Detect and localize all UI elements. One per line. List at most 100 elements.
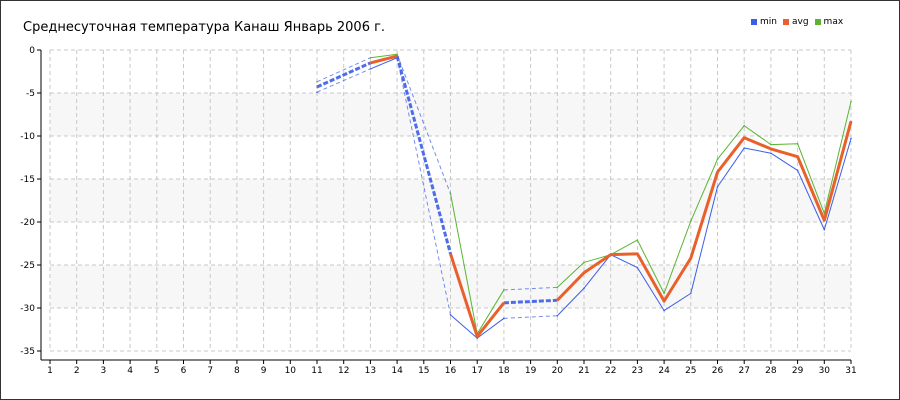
data-point-min [850,137,852,140]
gap-line-avg [503,298,558,305]
data-point-min [583,287,585,290]
x-tick-label: 3 [101,366,107,376]
x-tick-label: 18 [498,366,510,376]
x-tick-label: 21 [578,366,589,376]
data-point-min [663,309,665,312]
chart-title: Среднесуточная температура Канаш Январь … [23,20,386,35]
data-point-avg [796,155,799,158]
y-tick-label: -30 [20,304,35,314]
data-point-max [663,292,665,295]
x-tick-label: 11 [311,366,322,376]
data-point-avg [396,55,398,57]
y-tick-label: -35 [20,347,35,357]
legend-label-max: max [823,17,844,27]
data-point-avg [690,257,692,259]
x-tick-label: 20 [552,366,564,376]
x-tick-label: 27 [738,366,749,376]
data-point-avg [449,253,452,255]
legend-swatch-min [751,19,757,25]
legend-item-min: min [751,17,777,27]
gap-line-min [503,315,558,319]
y-tick-label: -20 [20,218,35,228]
data-point-max [636,239,639,241]
x-tick-label: 28 [765,366,777,376]
data-point-avg [743,136,745,139]
data-point-min [503,317,505,320]
x-tick-label: 31 [845,366,856,376]
x-tick-label: 14 [391,366,403,376]
legend-swatch-avg [782,19,789,25]
x-tick-label: 1 [47,366,53,376]
legend-swatch-max [814,19,821,25]
data-point-min [770,152,772,154]
data-point-min [449,314,452,316]
x-tick-label: 7 [207,366,213,376]
gap-line-max [503,286,558,291]
x-tick-label: 15 [418,366,429,376]
x-tick-label: 10 [285,366,297,376]
data-point-min [636,266,639,269]
legend: min avg max [751,17,843,27]
data-point-avg [556,299,559,302]
data-point-min [716,185,719,188]
x-tick-label: 16 [445,366,457,376]
x-tick-label: 29 [792,366,804,376]
x-tick-label: 4 [127,366,133,376]
data-point-min [690,292,692,295]
x-tick-label: 8 [234,366,240,376]
data-point-max [743,124,745,127]
y-tick-label: -15 [20,175,35,185]
series-line-min [556,138,852,317]
series-line-min [370,57,398,70]
data-point-avg [316,86,318,88]
data-point-max [449,192,452,195]
data-point-avg [823,219,826,222]
data-point-max [583,261,585,264]
data-point-min [823,228,826,231]
x-tick-label: 12 [338,366,349,376]
y-tick-label: 0 [29,46,35,56]
series-line-max [370,53,398,59]
data-point-avg [609,253,612,256]
data-point-avg [369,62,372,64]
x-tick-label: 13 [365,366,376,376]
data-point-avg [583,271,585,274]
x-tick-label: 25 [685,366,696,376]
data-point-max [316,81,318,83]
data-point-max [503,289,505,291]
legend-item-max: max [814,17,844,27]
data-point-max [716,158,719,161]
x-tick-label: 17 [471,366,482,376]
gap-line-avg [395,55,452,255]
data-point-max [796,142,799,145]
data-point-max [369,56,372,59]
x-tick-label: 23 [632,366,643,376]
data-point-avg [850,120,852,123]
data-point-min [743,147,745,149]
x-tick-label: 19 [525,366,537,376]
series-line-avg [556,120,853,303]
gap-line-max [396,54,451,194]
gap-line-max [316,57,371,83]
y-tick-label: -25 [20,261,35,271]
x-tick-label: 6 [181,366,187,376]
legend-item-avg: avg [782,17,809,27]
data-point-avg [503,302,505,304]
data-point-avg [663,300,665,302]
y-tick-label: -10 [20,132,35,142]
legend-label-min: min [760,17,777,27]
data-point-min [796,169,799,172]
data-point-max [690,220,692,222]
x-tick-label: 24 [658,366,670,376]
x-tick-label: 9 [261,366,267,376]
y-tick-label: -5 [26,89,35,99]
x-tick-label: 5 [154,366,160,376]
data-point-min [556,314,559,317]
data-point-max [556,286,559,289]
data-point-min [316,91,318,93]
series-line-avg [370,54,398,65]
data-point-avg [770,148,772,150]
data-point-min [369,68,372,70]
